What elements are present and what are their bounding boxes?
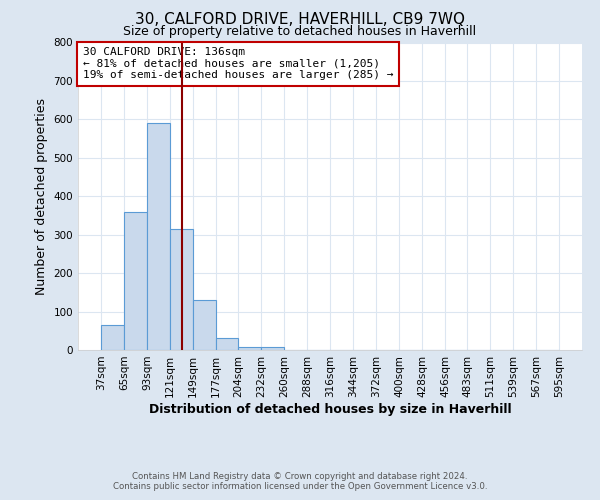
Text: Size of property relative to detached houses in Haverhill: Size of property relative to detached ho… (124, 25, 476, 38)
Bar (238, 347, 261, 350)
Bar (216, 338, 238, 350)
Bar (170, 229, 193, 350)
Bar (193, 300, 216, 350)
Text: 30 CALFORD DRIVE: 136sqm
← 81% of detached houses are smaller (1,205)
19% of sem: 30 CALFORD DRIVE: 136sqm ← 81% of detach… (83, 47, 394, 80)
Bar (124, 212, 147, 350)
Text: 30, CALFORD DRIVE, HAVERHILL, CB9 7WQ: 30, CALFORD DRIVE, HAVERHILL, CB9 7WQ (135, 12, 465, 28)
Text: Contains HM Land Registry data © Crown copyright and database right 2024.
Contai: Contains HM Land Registry data © Crown c… (113, 472, 487, 491)
Bar (101, 325, 124, 350)
Bar (261, 347, 284, 350)
Bar (147, 123, 170, 350)
X-axis label: Distribution of detached houses by size in Haverhill: Distribution of detached houses by size … (149, 402, 511, 415)
Y-axis label: Number of detached properties: Number of detached properties (35, 98, 48, 294)
